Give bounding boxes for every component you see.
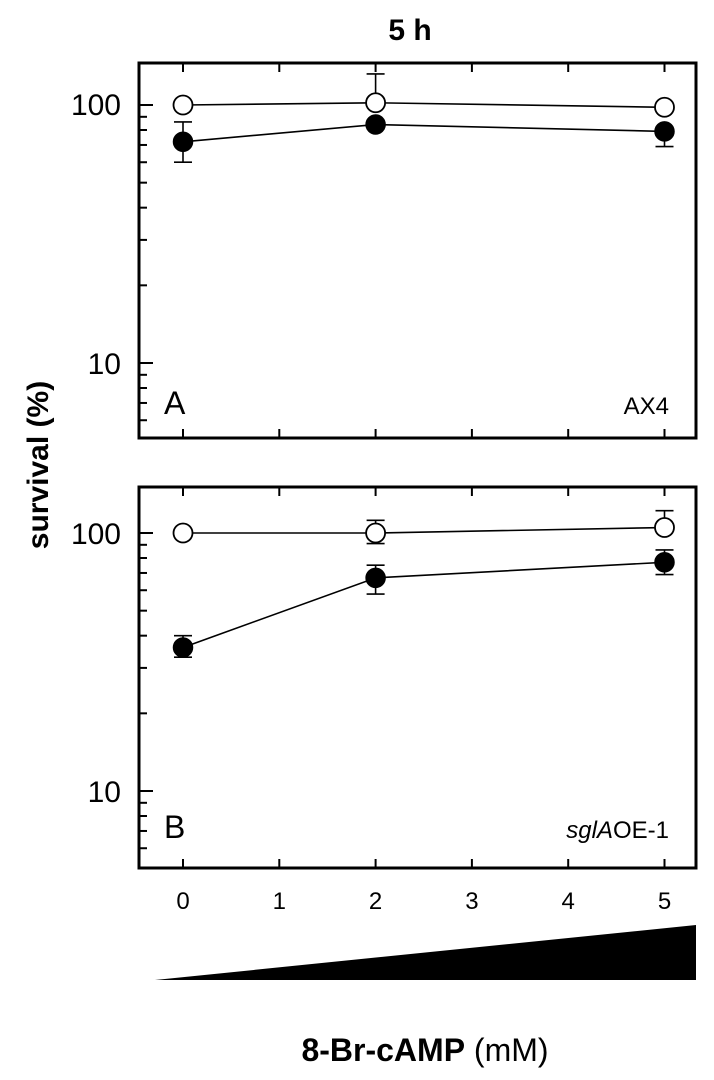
panel-b-point-filled-circle bbox=[172, 637, 194, 658]
x-axis-label-unit: (mM) bbox=[465, 1032, 549, 1068]
panel-b-ytick-100: 100 bbox=[71, 518, 121, 551]
panel-b-point-open-circle bbox=[654, 517, 675, 538]
panel-b-annotation-gene: sglA bbox=[566, 817, 613, 844]
x-axis-label: 8-Br-cAMP (mM) bbox=[301, 1032, 548, 1068]
panel-a-letter: A bbox=[164, 385, 186, 421]
panel-a-point-open-circle bbox=[172, 94, 194, 116]
x-tick-label: 5 bbox=[658, 888, 671, 915]
panel-a-point-filled-circle bbox=[365, 114, 386, 135]
panel-b: 100 10 B sglAOE-1 bbox=[71, 485, 698, 870]
panel-a-series-0-line bbox=[182, 101, 665, 109]
panel-a-point-filled-circle bbox=[172, 131, 194, 153]
x-tick-label: 4 bbox=[562, 888, 575, 915]
y-axis-label: survival (%) bbox=[22, 381, 55, 549]
concentration-wedge bbox=[155, 925, 696, 980]
panel-a-point-open-circle bbox=[365, 92, 387, 114]
panel-b-frame bbox=[137, 485, 698, 870]
panel-a-ytick-10: 10 bbox=[88, 348, 121, 381]
x-tick-labels: 0 1 2 3 4 5 bbox=[176, 888, 671, 915]
panel-a-frame bbox=[137, 61, 698, 440]
panel-a-data bbox=[172, 73, 675, 164]
chart-title: 5 h bbox=[388, 14, 431, 47]
panel-b-point-filled-circle bbox=[654, 552, 675, 573]
panel-a-point-filled-circle bbox=[654, 121, 675, 142]
panel-b-series-1-line bbox=[182, 561, 665, 649]
panel-b-ticks bbox=[139, 487, 666, 868]
panel-b-point-open-circle bbox=[365, 522, 387, 544]
panel-b-annotation: sglAOE-1 bbox=[566, 817, 669, 844]
panel-a-series-1-line bbox=[182, 123, 665, 143]
x-tick-label: 1 bbox=[273, 888, 286, 915]
x-tick-label: 3 bbox=[465, 888, 478, 915]
panel-b-point-filled-circle bbox=[365, 567, 386, 589]
x-axis-label-compound: 8-Br-cAMP bbox=[301, 1032, 465, 1068]
panel-a-ytick-100: 100 bbox=[71, 89, 121, 122]
panel-a-ticks bbox=[139, 63, 666, 438]
panel-b-ytick-10: 10 bbox=[88, 776, 121, 809]
x-tick-label: 2 bbox=[369, 888, 382, 915]
panel-a: 100 10 A AX4 bbox=[71, 61, 698, 440]
x-tick-label: 0 bbox=[176, 888, 189, 915]
panel-a-point-open-circle bbox=[654, 96, 675, 118]
panel-b-point-open-circle bbox=[172, 522, 194, 544]
panel-b-data bbox=[172, 509, 675, 659]
panel-b-letter: B bbox=[164, 809, 185, 845]
panel-b-series-0-line bbox=[183, 526, 665, 534]
panel-a-annotation: AX4 bbox=[624, 393, 669, 420]
panel-b-annotation-suffix: OE-1 bbox=[613, 817, 669, 844]
